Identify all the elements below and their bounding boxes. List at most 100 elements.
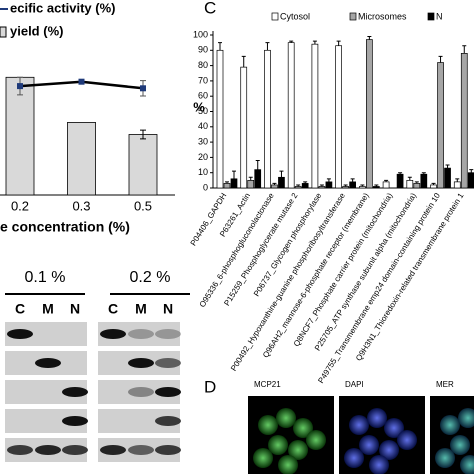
bar bbox=[453, 181, 461, 189]
error-bar bbox=[343, 184, 348, 187]
error-bar bbox=[303, 181, 308, 184]
bar bbox=[335, 45, 342, 189]
error-bar bbox=[360, 184, 365, 187]
decoration bbox=[306, 430, 326, 450]
bar bbox=[396, 173, 404, 189]
lane-label: M bbox=[135, 301, 147, 317]
decoration bbox=[155, 358, 181, 368]
decoration bbox=[155, 387, 181, 397]
decoration bbox=[62, 387, 88, 397]
line-marker bbox=[140, 85, 146, 92]
bar bbox=[271, 184, 278, 189]
bar bbox=[460, 53, 468, 189]
decoration bbox=[369, 455, 389, 474]
legend-label: N bbox=[436, 11, 443, 21]
y-tick-label: 50 bbox=[198, 106, 208, 116]
bar bbox=[216, 49, 224, 189]
bar bbox=[294, 186, 302, 189]
y-tick-label: 40 bbox=[198, 121, 208, 131]
decoration bbox=[100, 329, 126, 339]
decoration bbox=[450, 435, 470, 455]
bar bbox=[437, 62, 444, 189]
decoration bbox=[278, 455, 298, 474]
lane-label: N bbox=[70, 301, 80, 317]
bar bbox=[247, 180, 255, 189]
decoration bbox=[128, 329, 154, 339]
error-bar bbox=[241, 55, 246, 68]
legend-swatch bbox=[271, 12, 279, 21]
error-bar bbox=[319, 184, 324, 187]
y-tick-label: 100 bbox=[193, 29, 208, 39]
decoration bbox=[100, 445, 126, 455]
micrographs: D MCP21 DAPI MER bbox=[204, 377, 474, 474]
bar bbox=[278, 176, 285, 189]
decoration bbox=[7, 445, 33, 455]
bar bbox=[444, 167, 451, 189]
y-axis-label: % bbox=[193, 99, 205, 114]
decoration bbox=[128, 387, 154, 397]
error-bar bbox=[336, 40, 341, 46]
y-tick-label: 0 bbox=[203, 182, 208, 192]
y-tick-label: 80 bbox=[198, 60, 208, 70]
decoration bbox=[276, 408, 296, 428]
error-bar bbox=[384, 179, 389, 182]
error-bar bbox=[469, 169, 474, 173]
error-bar bbox=[350, 178, 355, 182]
decoration bbox=[367, 408, 387, 428]
decoration bbox=[344, 448, 364, 468]
decoration bbox=[293, 418, 313, 438]
lane-label: M bbox=[42, 301, 54, 317]
error-bar bbox=[218, 42, 222, 51]
blot-header: 0.1 % bbox=[25, 269, 66, 286]
decoration bbox=[62, 416, 88, 426]
decoration bbox=[349, 415, 369, 435]
bar bbox=[406, 180, 414, 189]
error-bar bbox=[455, 178, 460, 182]
bar bbox=[311, 43, 319, 189]
error-bar bbox=[232, 170, 236, 179]
bar bbox=[128, 134, 158, 196]
bar bbox=[382, 181, 390, 189]
decoration bbox=[62, 445, 88, 455]
error-bar bbox=[398, 172, 403, 175]
error-bar bbox=[140, 129, 146, 140]
error-bar bbox=[265, 42, 270, 51]
bar bbox=[240, 66, 248, 189]
error-bar bbox=[438, 55, 443, 63]
decoration bbox=[155, 329, 181, 339]
decoration bbox=[253, 448, 273, 468]
y-tick-label: 70 bbox=[198, 75, 208, 85]
bar bbox=[67, 122, 96, 196]
image-label: DAPI bbox=[345, 380, 364, 389]
legend-label: ecific activity (%) bbox=[10, 0, 116, 15]
decoration bbox=[268, 435, 288, 455]
decoration bbox=[7, 329, 33, 339]
error-bar bbox=[431, 182, 436, 185]
error-bar bbox=[296, 184, 301, 187]
error-bar bbox=[414, 181, 419, 184]
x-tick-label: 0.5 bbox=[134, 198, 152, 213]
decoration bbox=[128, 358, 154, 368]
decoration bbox=[440, 415, 460, 435]
error-bar bbox=[326, 178, 331, 182]
bar bbox=[359, 186, 366, 189]
error-bar bbox=[421, 172, 426, 175]
bar bbox=[325, 181, 333, 189]
error-bar bbox=[248, 176, 253, 181]
decoration bbox=[155, 416, 181, 426]
x-tick-label: 0.2 bbox=[11, 198, 29, 213]
line-marker bbox=[78, 78, 85, 85]
x-tick-label: P04406_GAPDH bbox=[189, 191, 229, 247]
legend-label: Cytosol bbox=[280, 11, 310, 21]
decoration bbox=[212, 31, 474, 189]
error-bar bbox=[272, 182, 277, 185]
error-bar bbox=[312, 40, 317, 45]
western-blot: 0.1 % 0.2 %C M N C M N bbox=[5, 269, 190, 462]
image-label: MER bbox=[436, 380, 454, 389]
bar bbox=[287, 42, 295, 189]
bar bbox=[420, 173, 428, 189]
x-axis-label: e concentration (%) bbox=[0, 219, 130, 235]
decoration bbox=[258, 415, 278, 435]
y-tick-label: 30 bbox=[198, 136, 208, 146]
